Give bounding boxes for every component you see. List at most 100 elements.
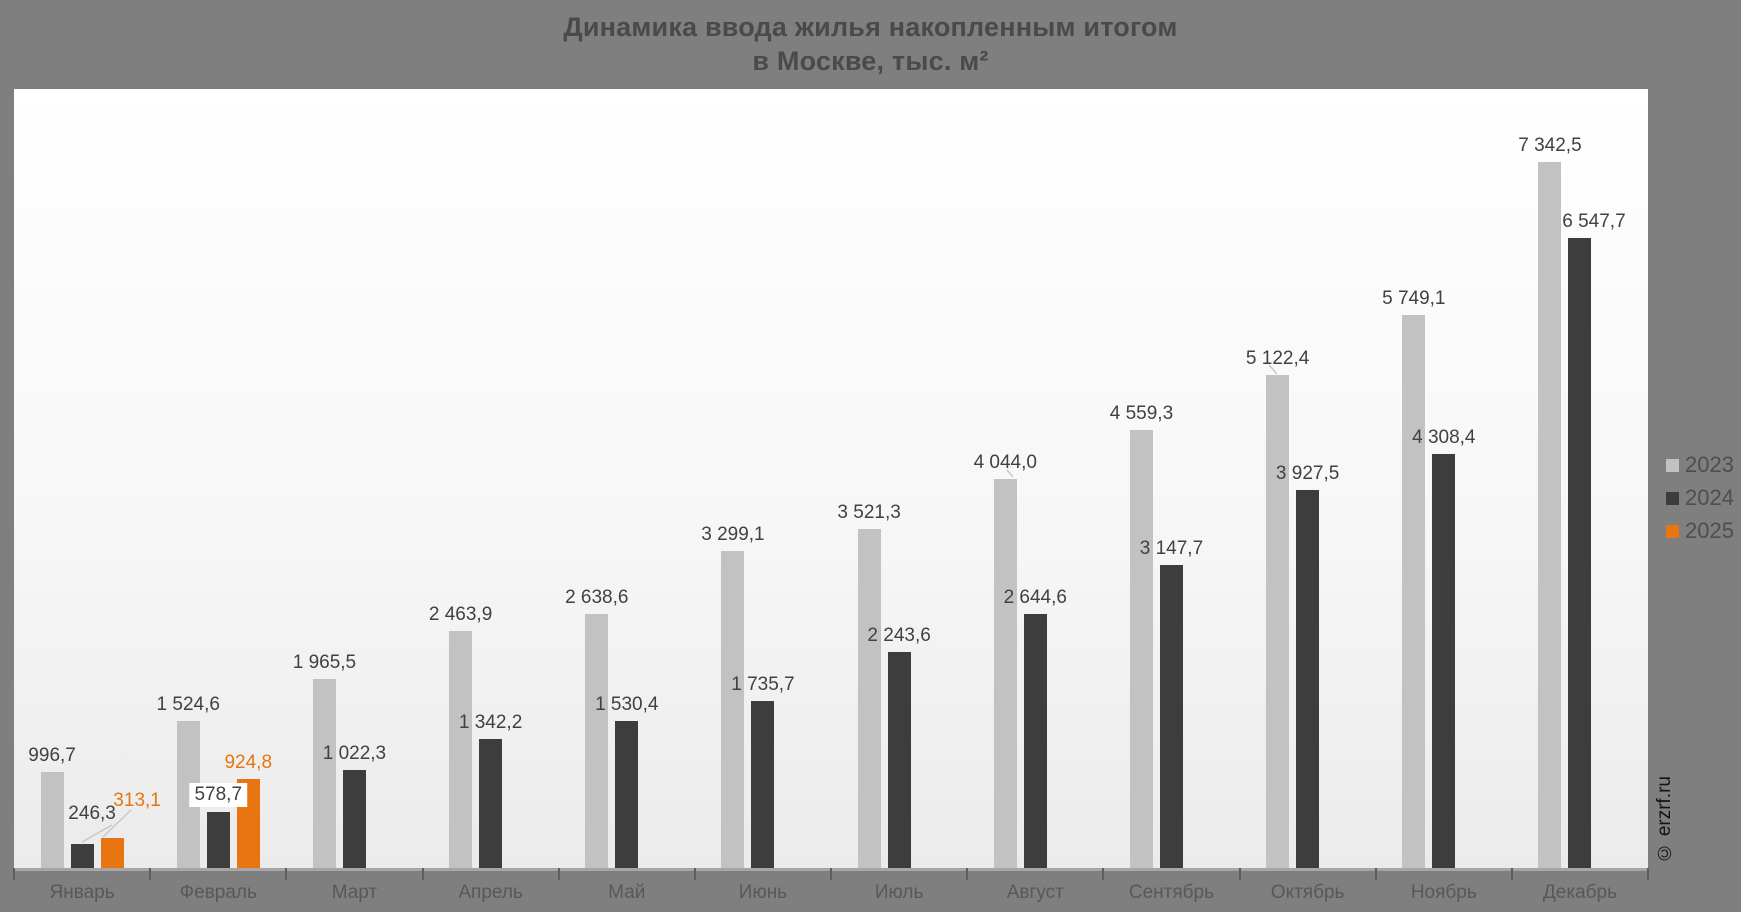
value-label-2024: 3 927,5 [1275, 463, 1340, 485]
x-axis-labels: Январь Февраль Март Апрель Май Июнь Июль Август… [14, 882, 1648, 904]
legend-label-2025: 2025 [1685, 518, 1734, 543]
value-label-2023: 2 463,9 [428, 604, 493, 626]
bar-group-2: 1 524,6 578,7 924,8 [150, 89, 286, 868]
legend-swatch-2025 [1666, 524, 1679, 538]
x-axis-label-11: Ноябрь [1410, 882, 1477, 903]
legend-label-2024: 2024 [1685, 485, 1734, 510]
axis-tick [421, 868, 424, 880]
bar-2024-май: 1 530,4 [595, 694, 658, 868]
value-label-2024: 1 022,3 [322, 742, 387, 764]
value-label-2023: 4 559,3 [1109, 402, 1174, 424]
value-label-2024: 6 547,7 [1562, 211, 1626, 233]
x-axis-label-4: Апрель [458, 882, 523, 903]
chart-title-line1: Динамика ввода жилья накопленным итогом [563, 12, 1178, 42]
bar-2024-апрель: 1 342,2 [459, 712, 522, 868]
bar-2023-апрель: 2 463,9 [429, 604, 492, 868]
bar-group-9: 4 559,3 3 147,7 [1103, 89, 1239, 868]
value-label-2023: 2 638,6 [565, 587, 629, 609]
axis-tick [557, 868, 560, 880]
bar-2023-август: 4 044,0 [974, 452, 1037, 868]
value-label-2023: 5 749,1 [1382, 288, 1446, 310]
bar-2024-сентябрь: 3 147,7 [1140, 538, 1203, 868]
bar-2023-февраль: 1 524,6 [157, 694, 220, 868]
value-label-2024: 1 735,7 [731, 674, 795, 696]
bar-2023-январь: 996,7 [28, 745, 76, 868]
bar-2023-июль: 3 521,3 [837, 502, 901, 868]
axis-tick [1102, 868, 1105, 880]
chart-title: Динамика ввода жилья накопленным итогом … [0, 10, 1741, 78]
x-axis-label-12: Декабрь [1542, 882, 1618, 903]
bar-2023-декабрь: 7 342,5 [1518, 135, 1582, 868]
bar-group-3: 1 965,5 1 022,3 [286, 89, 422, 868]
axis-tick [285, 868, 288, 880]
bar-group-11: 5 749,1 4 308,4 [1376, 89, 1512, 868]
bar-2024-июнь: 1 735,7 [731, 674, 795, 868]
value-label-2023: 3 521,3 [837, 502, 901, 524]
bar-group-7: 3 521,3 2 243,6 [831, 89, 967, 868]
x-axis-label-9: Сентябрь [1128, 882, 1215, 903]
axis-tick [693, 868, 696, 880]
legend-label-2023: 2023 [1685, 452, 1734, 477]
axis-tick [1510, 868, 1513, 880]
bar-group-5: 2 638,6 1 530,4 [559, 89, 695, 868]
bar-group-8: 4 044,0 2 644,6 [967, 89, 1103, 868]
axis-tick [966, 868, 969, 880]
bar-group-6: 3 299,1 1 735,7 [695, 89, 831, 868]
bar-group-10: 5 122,4 3 927,5 [1240, 89, 1376, 868]
value-label-2024: 3 147,7 [1139, 538, 1204, 560]
value-label-2023: 7 342,5 [1518, 134, 1582, 156]
bar-2024-февраль: 578,7 [189, 783, 248, 868]
chart-title-line2: в Москве, тыс. м² [752, 46, 989, 76]
bar-2024-август: 2 644,6 [1004, 587, 1067, 868]
value-label-2023: 4 044,0 [973, 452, 1037, 474]
legend-swatch-2023 [1666, 458, 1679, 472]
x-axis-label-3: Март [331, 882, 378, 903]
bar-2024-март: 1 022,3 [323, 743, 386, 868]
bar-groups: 996,7 246,3 313,1 1 524,6 578,7 924,8 1 965,5 1… [14, 89, 1648, 868]
bar-2025-январь: 313,1 [100, 790, 161, 868]
x-axis-label-5: Май [608, 882, 646, 903]
x-axis-label-8: Август [1006, 882, 1064, 903]
bar-2023-март: 1 965,5 [293, 652, 356, 868]
axis-tick [13, 868, 15, 880]
bar-group-1: 996,7 246,3 313,1 [14, 89, 161, 868]
axis-tick [149, 868, 152, 880]
bar-2024-октябрь: 3 927,5 [1276, 463, 1339, 868]
value-label-2024: 4 308,4 [1412, 426, 1476, 448]
x-axis-label-7: Июль [874, 882, 924, 903]
value-label-2023: 3 299,1 [701, 523, 765, 545]
value-label-2023: 996,7 [28, 745, 76, 767]
legend: 2023 2024 2025 [1666, 452, 1734, 551]
legend-item-2023: 2023 [1666, 452, 1734, 478]
value-label-2024: 246,3 [68, 803, 116, 825]
x-axis-label-1: Январь [49, 882, 115, 903]
value-label-2023: 5 122,4 [1245, 348, 1310, 370]
x-axis-label-2: Февраль [179, 882, 257, 903]
bar-2023-сентябрь: 4 559,3 [1110, 403, 1173, 868]
axis-tick [1238, 868, 1241, 880]
value-label-2025: 313,1 [113, 789, 161, 811]
value-label-2024: 2 243,6 [867, 625, 931, 647]
plot-area: 996,7 246,3 313,1 1 524,6 578,7 924,8 1 965,5 1… [14, 89, 1648, 868]
bar-2024-ноябрь: 4 308,4 [1412, 427, 1476, 868]
x-axis-ticks [13, 868, 1649, 880]
value-label-2024: 1 342,2 [458, 711, 523, 733]
x-axis-label-10: Октябрь [1270, 882, 1345, 903]
bar-group-4: 2 463,9 1 342,2 [423, 89, 559, 868]
bar-2023-октябрь: 5 122,4 [1246, 348, 1309, 868]
value-label-2023: 1 524,6 [156, 694, 220, 716]
bar-group-12: 7 342,5 6 547,7 [1512, 89, 1648, 868]
value-label-2024: 1 530,4 [595, 693, 659, 715]
value-label-2025: 924,8 [224, 752, 273, 774]
value-label-2024: 578,7 [189, 783, 248, 808]
x-axis-label-6: Июнь [738, 882, 788, 903]
bar-2024-декабрь: 6 547,7 [1562, 211, 1626, 868]
legend-item-2025: 2025 [1666, 518, 1734, 544]
bar-2024-январь: 246,3 [68, 803, 116, 868]
legend-swatch-2024 [1666, 491, 1679, 505]
bar-2023-июнь: 3 299,1 [701, 524, 765, 868]
axis-tick [1374, 868, 1377, 880]
bar-2023-май: 2 638,6 [565, 587, 628, 868]
axis-tick [830, 868, 832, 880]
bar-2023-ноябрь: 5 749,1 [1382, 288, 1446, 868]
